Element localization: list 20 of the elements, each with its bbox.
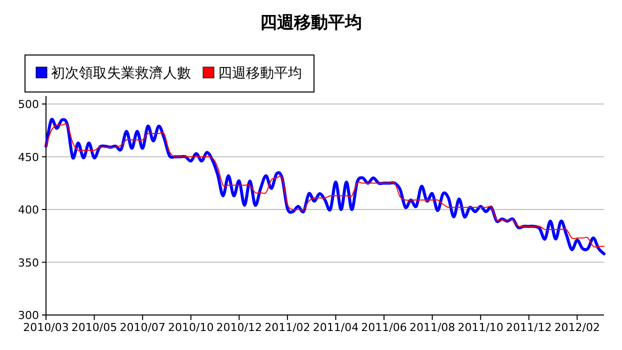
x-tick-label: 2012/02 (554, 321, 600, 334)
x-tick-label: 2011/06 (361, 321, 407, 334)
x-tick-label: 2010/10 (168, 321, 214, 334)
x-tick-label: 2010/12 (216, 321, 262, 334)
x-tick-label: 2011/04 (312, 321, 359, 334)
y-tick-label: 450 (18, 150, 39, 164)
x-tick-label: 2011/08 (409, 321, 456, 334)
chart-title: 四週移動平均 (260, 13, 362, 33)
x-tick-label: 2011/12 (506, 321, 552, 334)
legend-label: 初次領取失業救濟人數 (51, 66, 191, 82)
x-tick-label: 2010/03 (23, 321, 69, 334)
y-tick-label: 300 (18, 309, 39, 322)
y-tick-label: 350 (18, 256, 39, 270)
x-tick-label: 2011/10 (458, 321, 504, 334)
legend-label: 四週移動平均 (218, 66, 302, 82)
x-tick-label: 2010/07 (120, 321, 166, 334)
y-tick-label: 400 (18, 204, 39, 216)
y-tick-label: 500 (18, 98, 39, 111)
x-tick-label: 2011/02 (264, 321, 310, 334)
x-tick-label: 2010/05 (71, 321, 118, 334)
